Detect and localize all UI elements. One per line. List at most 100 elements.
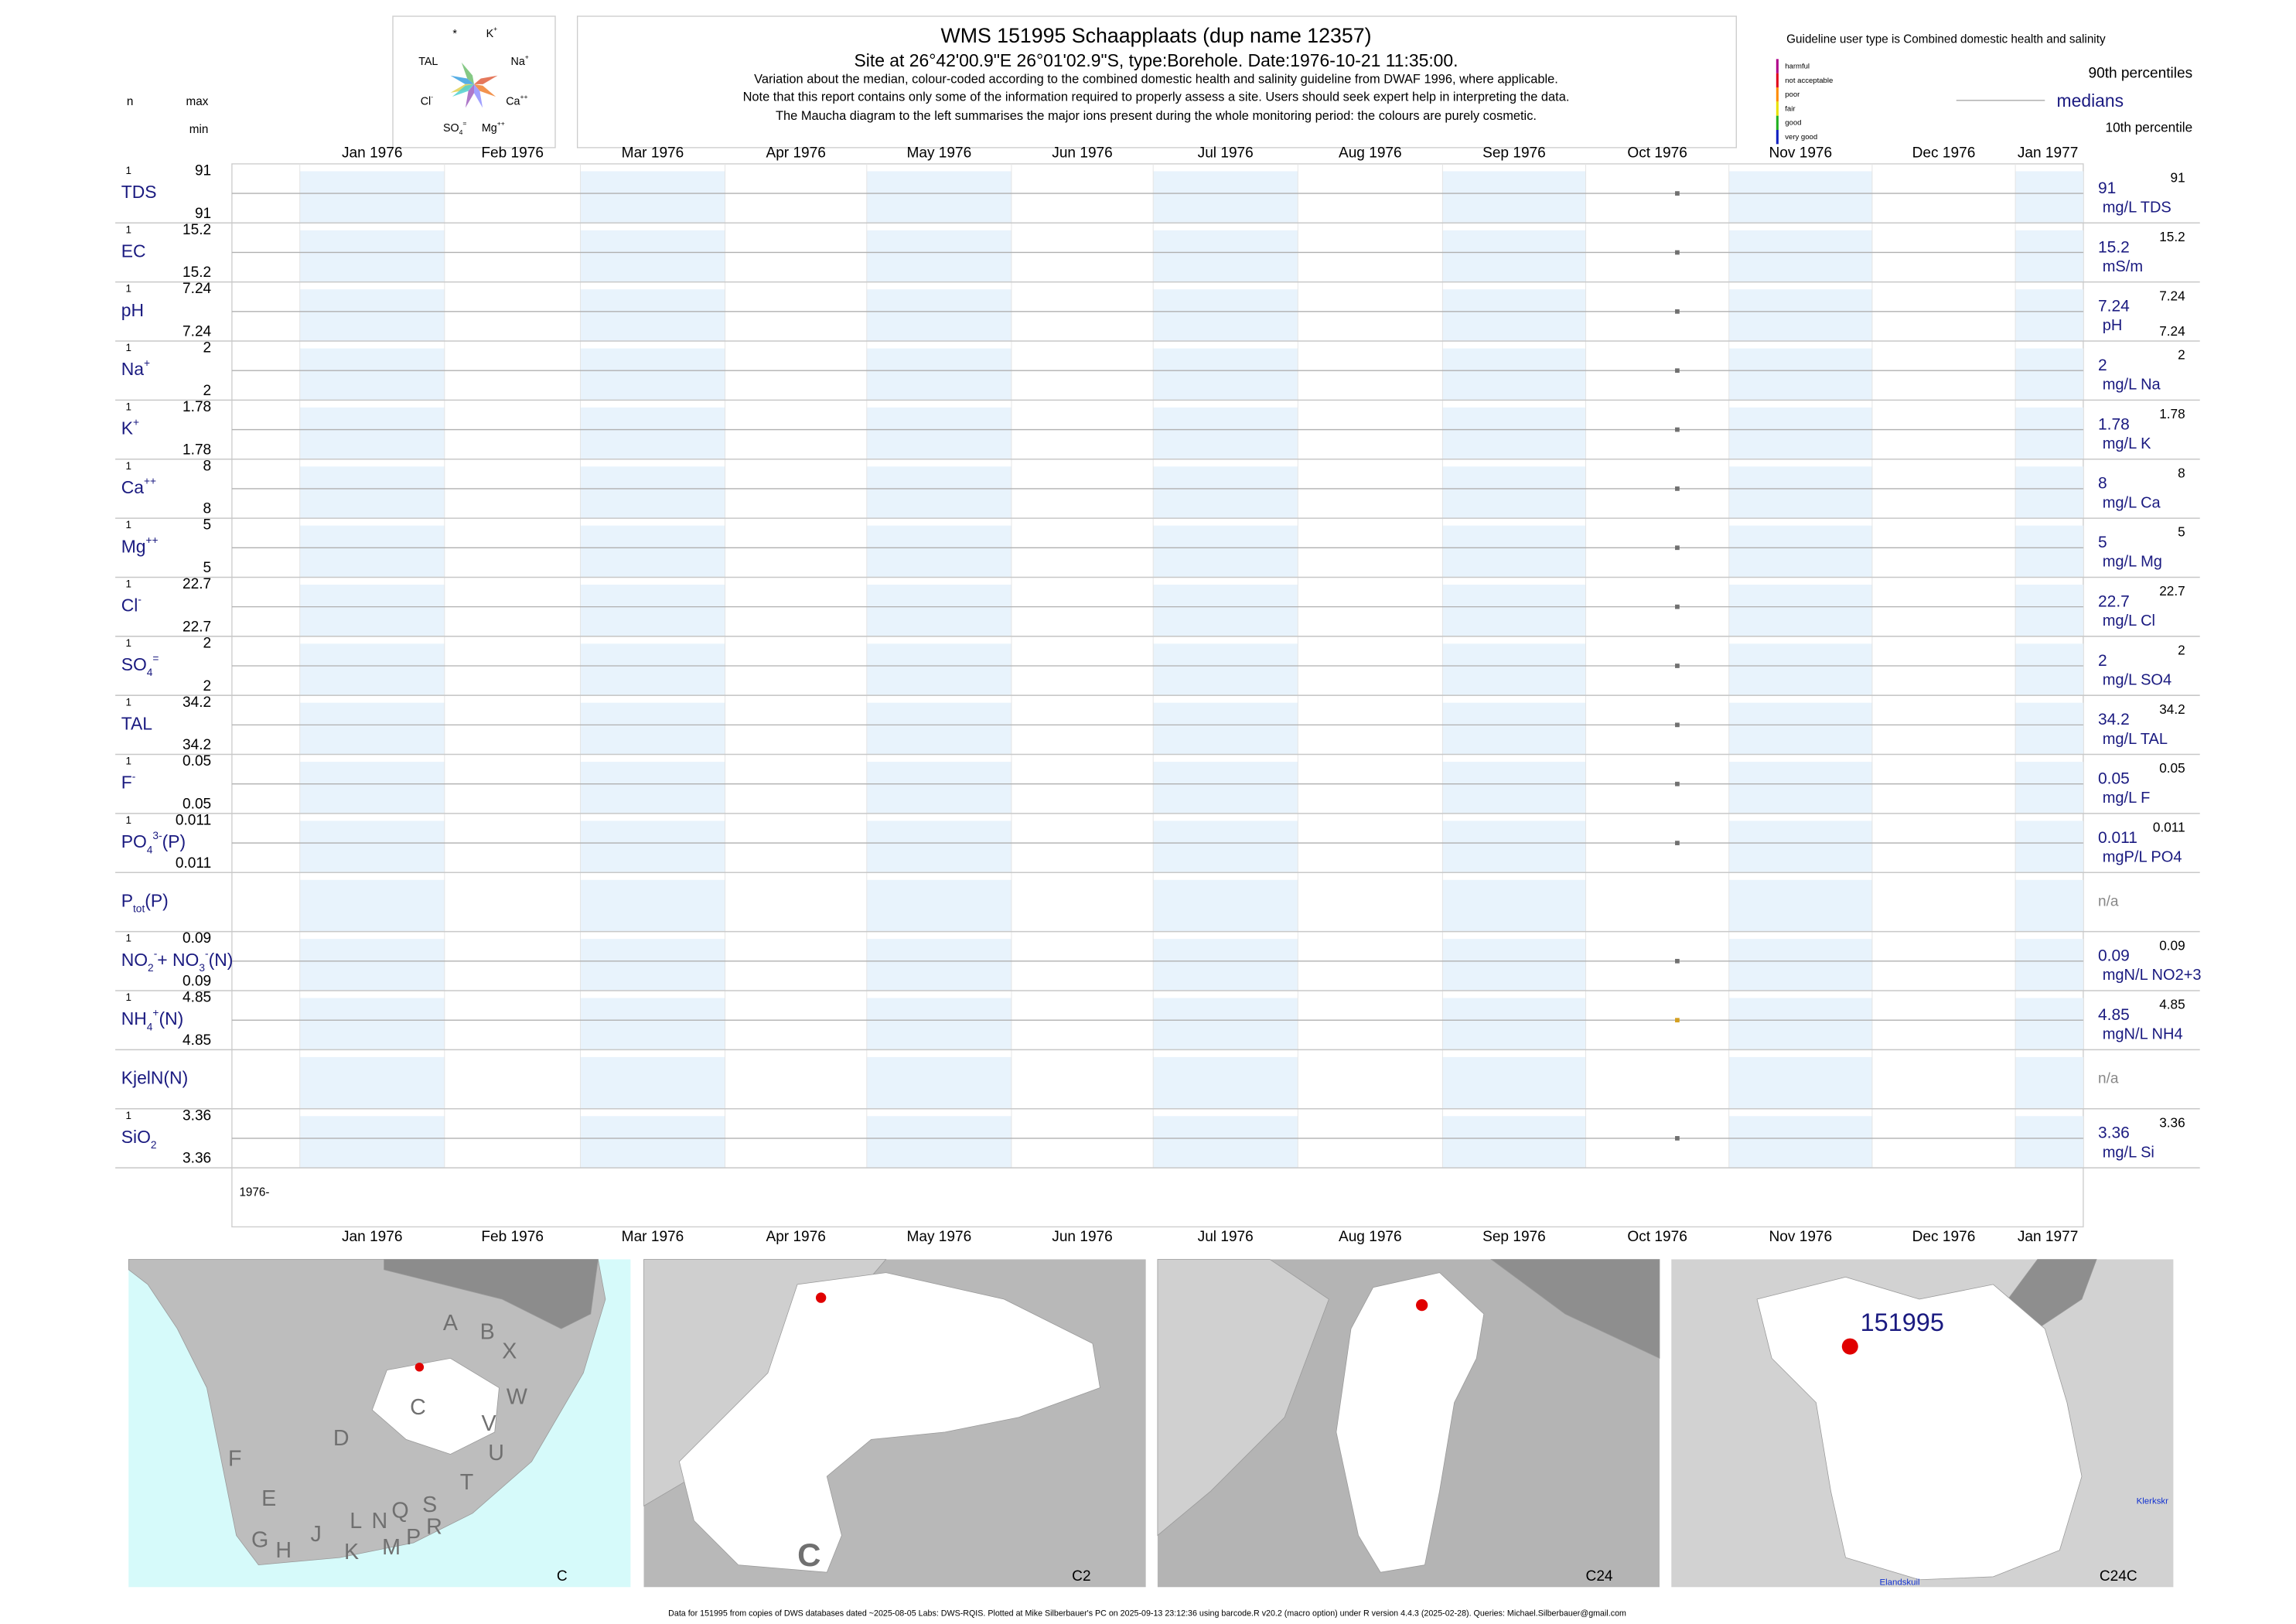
unit: mg/L SO4 <box>2103 671 2171 688</box>
label-part: + <box>133 416 139 428</box>
data-point <box>1675 1018 1680 1023</box>
month-band <box>866 939 1012 991</box>
p90-value: 2 <box>2178 642 2185 657</box>
label-part: ++ <box>520 93 527 101</box>
month-label: Jun 1976 <box>1052 145 1113 162</box>
data-point <box>1675 841 1680 845</box>
max-value: 2 <box>203 340 212 357</box>
label: K+ <box>121 416 139 438</box>
month-band <box>580 998 725 1050</box>
maucha-petal <box>465 84 475 108</box>
n-value: 1 <box>125 637 131 649</box>
region-label: H <box>275 1538 292 1563</box>
min-value: 2 <box>203 678 212 694</box>
label-part: (P) <box>145 891 169 911</box>
label-part: 2 <box>148 962 154 974</box>
maucha-petal <box>473 84 483 108</box>
month-band <box>2015 998 2083 1050</box>
region-label: W <box>507 1384 527 1409</box>
month-band <box>299 585 445 636</box>
min-value: 0.011 <box>176 855 211 872</box>
max-value: 8 <box>203 458 212 474</box>
month-band <box>580 525 725 578</box>
month-band <box>1442 821 1586 873</box>
note: The Maucha diagram to the left summarise… <box>776 109 1537 123</box>
label-part: + <box>493 25 497 32</box>
min-value: 7.24 <box>183 324 212 340</box>
month-band <box>1728 407 1872 459</box>
n-value: 1 <box>125 165 131 176</box>
label-part: TAL <box>418 56 438 68</box>
label: pH <box>121 300 144 320</box>
site-label: 151995 <box>1861 1308 1944 1336</box>
n-head: n <box>127 95 134 108</box>
month-band <box>1153 939 1298 991</box>
median-value: 15.2 <box>2098 238 2130 256</box>
month-band <box>2015 171 2083 223</box>
map-area <box>384 1259 599 1329</box>
month-band <box>2015 762 2083 814</box>
label: Ca++ <box>506 93 527 107</box>
maucha-box <box>392 15 556 148</box>
guideline: Guideline user type is Combined domestic… <box>1786 33 2106 46</box>
month-label: Jul 1976 <box>1198 145 1254 162</box>
month-band <box>580 585 725 636</box>
label-part: SO <box>121 654 147 674</box>
region-label: F <box>228 1447 242 1472</box>
month-band <box>866 230 1012 282</box>
median-value: 0.09 <box>2098 947 2130 965</box>
month-label: Mar 1976 <box>622 145 684 162</box>
min-value: 3.36 <box>183 1151 211 1167</box>
month-band <box>299 348 445 401</box>
n-value: 1 <box>125 401 131 412</box>
n-value: 1 <box>125 460 131 472</box>
min-value: 34.2 <box>183 737 211 753</box>
region-label: J <box>311 1522 322 1547</box>
label-part: Cl <box>121 595 138 616</box>
min-head: min <box>189 123 209 136</box>
month-band <box>2015 939 2083 991</box>
p90-value: 8 <box>2178 465 2185 480</box>
month-band <box>1442 466 1586 519</box>
p90-value: 22.7 <box>2159 583 2185 599</box>
month-band <box>2015 289 2083 341</box>
label-part: 4 <box>147 844 153 855</box>
month-band <box>299 230 445 282</box>
max-value: 0.011 <box>176 813 211 829</box>
month-band <box>1153 1116 1298 1169</box>
label-part: ++ <box>497 120 505 128</box>
site-dot <box>1841 1338 1858 1355</box>
region-label: S <box>422 1493 437 1517</box>
na: n/a <box>2098 894 2119 910</box>
label-part: (N) <box>209 950 234 970</box>
month-band <box>2015 821 2083 873</box>
label-part: pH <box>121 300 144 320</box>
label-part: = <box>462 120 466 128</box>
month-band <box>1442 230 1586 282</box>
label-part: - <box>205 947 209 959</box>
p90-value: 2 <box>2178 347 2185 363</box>
unit: mgP/L PO4 <box>2103 848 2182 865</box>
month-band <box>1728 230 1872 282</box>
month-band <box>1153 585 1298 636</box>
data-point <box>1675 309 1680 314</box>
label-part: NO <box>121 950 148 970</box>
n-value: 1 <box>125 342 131 353</box>
label-part: K <box>121 418 134 438</box>
month-band <box>1728 643 1872 696</box>
p90-value: 0.05 <box>2159 760 2185 776</box>
legend-swatch <box>1776 59 1779 73</box>
month-band <box>1442 407 1586 459</box>
month-label: Jan 1976 <box>342 1229 403 1245</box>
median-value: 5 <box>2098 534 2107 551</box>
month-band <box>580 230 725 282</box>
max-head: max <box>186 95 209 108</box>
label-part: PO <box>121 831 147 851</box>
maucha-petal <box>461 62 474 84</box>
month-band <box>2015 1116 2083 1169</box>
legend-class: good <box>1785 119 1801 128</box>
month-band <box>580 289 725 341</box>
max-value: 5 <box>203 517 212 534</box>
month-band <box>866 998 1012 1050</box>
